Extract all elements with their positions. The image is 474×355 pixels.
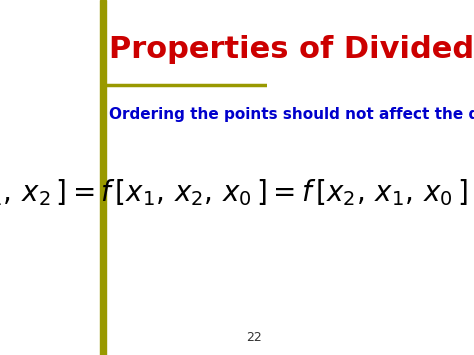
Text: Properties of Divided Difference: Properties of Divided Difference xyxy=(109,36,474,65)
Bar xyxy=(100,0,106,355)
Text: Ordering the points should not affect the divided difference:: Ordering the points should not affect th… xyxy=(109,106,474,121)
Text: $f\,[x_0,\,x_1,\,x_2\,] = f\,[x_1,\,x_2,\,x_0\,] = f\,[x_2,\,x_1,\,x_0\,]$: $f\,[x_0,\,x_1,\,x_2\,] = f\,[x_1,\,x_2,… xyxy=(0,178,467,208)
Text: 22: 22 xyxy=(246,331,262,344)
